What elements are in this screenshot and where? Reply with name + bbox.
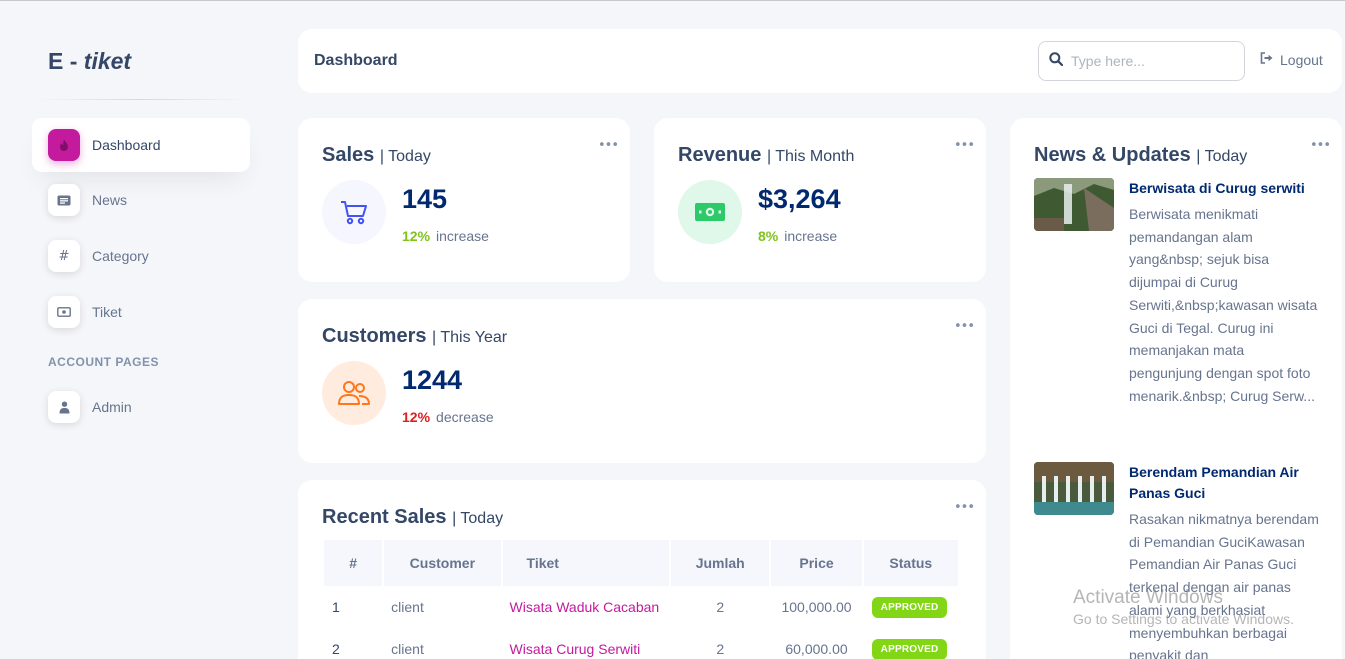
top-navbar: Dashboard Logout — [298, 29, 1342, 93]
revenue-change: 8% increase — [758, 228, 838, 244]
jumlah-cell: 2 — [716, 599, 725, 615]
logout-label: Logout — [1280, 52, 1323, 68]
column-header: Price — [771, 540, 862, 586]
news-card: ••• News & Updates | Today Berwisata di … — [1010, 118, 1342, 659]
user-icon — [48, 391, 80, 423]
customers-card: ••• Customers | This Year 1244 12% decrea… — [298, 299, 986, 463]
sidebar-item-label: Dashboard — [92, 137, 161, 153]
activate-windows-subtitle: Go to Settings to activate Windows. — [1073, 611, 1294, 627]
more-options-icon[interactable]: ••• — [953, 500, 975, 515]
revenue-value: $3,264 — [758, 184, 841, 214]
more-options-icon[interactable]: ••• — [1309, 138, 1331, 153]
recent-sales-table: # Customer Tiket Jumlah Price Status 1 c… — [322, 540, 960, 659]
news-item: Berendam Pemandian Air Panas Guci Rasaka… — [1034, 462, 1324, 659]
sales-card: ••• Sales | Today 145 12% increase — [298, 118, 630, 282]
card-title: Customers | This Year — [322, 325, 508, 347]
section-title-account: ACCOUNT PAGES — [48, 355, 159, 369]
page-title: Dashboard — [314, 52, 398, 69]
price-cell: 60,000.00 — [785, 641, 848, 657]
sidebar-item-dashboard[interactable]: Dashboard — [32, 118, 250, 172]
news-thumbnail[interactable] — [1034, 462, 1114, 515]
recent-sales-card: ••• Recent Sales | Today # Customer Tike… — [298, 480, 986, 659]
search-input[interactable] — [1071, 53, 1231, 69]
brand-italic: tiket — [83, 48, 132, 74]
card-title: News & Updates | Today — [1034, 144, 1248, 166]
customers-value: 1244 — [402, 365, 463, 395]
search-box[interactable] — [1038, 41, 1245, 81]
price-cell: 100,000.00 — [781, 599, 852, 615]
card-title: Revenue | This Month — [678, 144, 855, 166]
table-header-row: # Customer Tiket Jumlah Price Status — [324, 540, 958, 586]
brand-divider — [34, 99, 250, 100]
ticket-icon — [48, 296, 80, 328]
column-header: # — [324, 540, 383, 586]
newspaper-icon — [48, 184, 80, 216]
sidebar-item-category[interactable]: # Category — [32, 229, 250, 283]
column-header: Tiket — [502, 540, 670, 586]
column-header: Status — [863, 540, 958, 586]
hash-icon: # — [48, 240, 80, 272]
brand-logo[interactable]: E - tiket — [48, 48, 131, 75]
customers-change: 12% decrease — [402, 409, 494, 425]
sidebar-item-label: Category — [92, 248, 149, 264]
sidebar-item-tiket[interactable]: Tiket — [32, 285, 250, 339]
news-title-link[interactable]: Berwisata di Curug serwiti — [1129, 180, 1305, 196]
customer-cell: client — [391, 599, 424, 615]
sidebar-item-label: News — [92, 192, 128, 208]
card-title: Sales | Today — [322, 144, 431, 166]
news-thumbnail[interactable] — [1034, 178, 1114, 231]
tiket-link[interactable]: Wisata Waduk Cacaban — [509, 599, 660, 615]
row-number: 1 — [332, 599, 340, 615]
sales-value: 145 — [402, 184, 448, 214]
news-body: Berwisata menikmati pemandangan alam yan… — [1129, 206, 1318, 404]
search-icon — [1049, 51, 1064, 71]
revenue-card: ••• Revenue | This Month $3,264 8% increa… — [654, 118, 986, 282]
table-row: 1 client Wisata Waduk Cacaban 2 100,000.… — [324, 586, 958, 628]
jumlah-cell: 2 — [716, 641, 725, 657]
fire-icon — [48, 129, 80, 161]
sales-change: 12% increase — [402, 228, 489, 244]
status-badge: APPROVED — [871, 638, 948, 659]
more-options-icon[interactable]: ••• — [597, 138, 619, 153]
table-row: 2 client Wisata Curug Serwiti 2 60,000.0… — [324, 628, 958, 659]
card-title: Recent Sales | Today — [322, 506, 504, 528]
activate-windows-title: Activate Windows — [1073, 587, 1223, 608]
brand-prefix: E - — [48, 48, 84, 74]
cash-icon — [678, 180, 742, 244]
row-number: 2 — [332, 641, 340, 657]
column-header: Customer — [384, 540, 501, 586]
news-item: Berwisata di Curug serwiti Berwisata men… — [1034, 178, 1324, 438]
column-header: Jumlah — [671, 540, 770, 586]
more-options-icon[interactable]: ••• — [953, 138, 975, 153]
more-options-icon[interactable]: ••• — [953, 319, 975, 334]
customer-cell: client — [391, 641, 424, 657]
tiket-link[interactable]: Wisata Curug Serwiti — [509, 641, 641, 657]
sidebar-item-admin[interactable]: Admin — [32, 380, 250, 434]
sidebar-item-label: Admin — [92, 399, 132, 415]
sidebar-item-label: Tiket — [92, 304, 122, 320]
sidebar: E - tiket Dashboard News # Category Tike… — [0, 1, 280, 659]
logout-button[interactable]: Logout — [1260, 52, 1323, 68]
status-badge: APPROVED — [871, 596, 948, 618]
news-title-link[interactable]: Berendam Pemandian Air Panas Guci — [1129, 464, 1299, 501]
logout-icon — [1260, 52, 1274, 68]
sidebar-item-news[interactable]: News — [32, 173, 250, 227]
news-body: Rasakan nikmatnya berendam di Pemandian … — [1129, 511, 1319, 659]
people-icon — [322, 361, 386, 425]
cart-icon — [322, 180, 386, 244]
